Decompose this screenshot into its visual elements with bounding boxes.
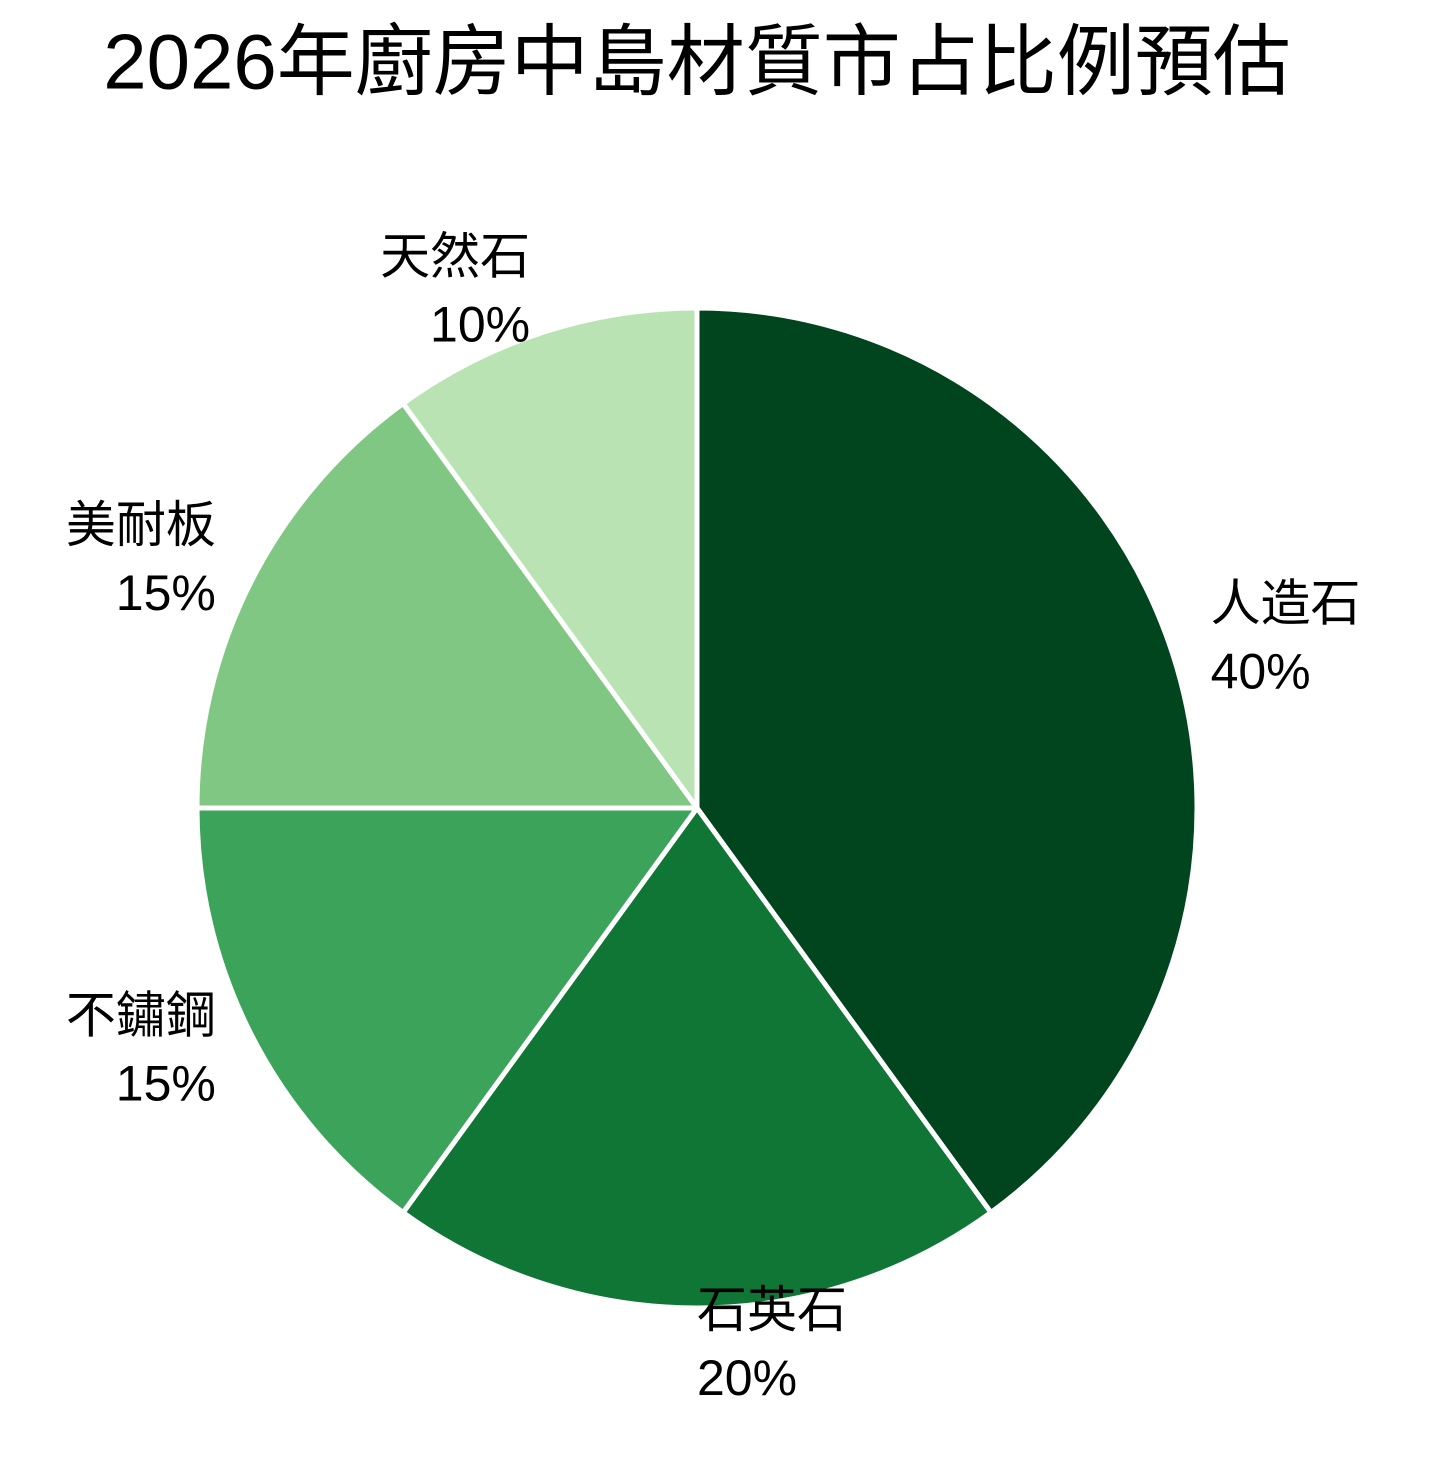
slice-label: 不鏽鋼	[66, 987, 216, 1043]
slice-label: 石英石	[697, 1282, 847, 1338]
slice-value-label: 15%	[116, 1055, 216, 1111]
slice-value-label: 20%	[697, 1350, 797, 1406]
slice-label: 人造石	[1211, 575, 1361, 631]
slice-label: 天然石	[380, 229, 530, 285]
pie-slice	[400, 305, 700, 811]
chart-title: 2026年廚房中島材質市占比例預估	[103, 18, 1291, 106]
pie-slice	[194, 400, 700, 811]
pie-slice	[694, 305, 1200, 1216]
slice-value-label: 40%	[1211, 643, 1311, 699]
slice-label: 美耐板	[66, 497, 216, 553]
slice-value-label: 15%	[116, 565, 216, 621]
pie-slice	[400, 805, 994, 1311]
pie-slice	[194, 805, 700, 1216]
slice-value-label: 10%	[430, 297, 530, 353]
